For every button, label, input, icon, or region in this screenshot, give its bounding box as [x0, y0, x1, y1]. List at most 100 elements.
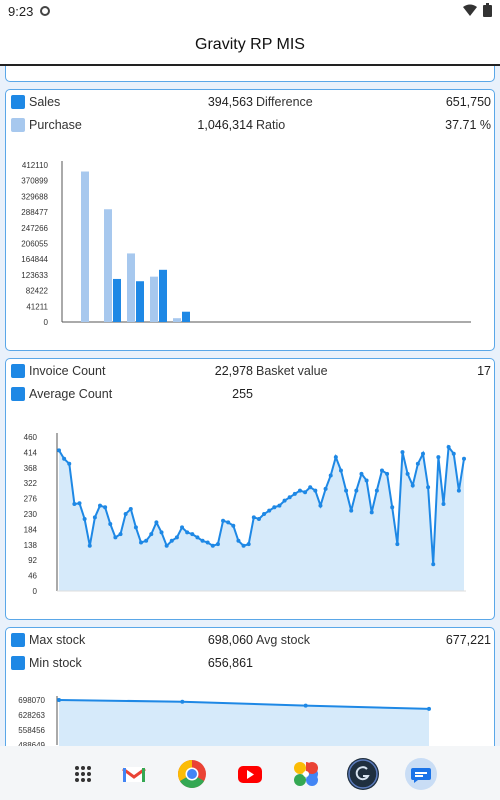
data-point	[154, 520, 159, 525]
data-point	[272, 505, 277, 510]
data-point	[379, 468, 384, 473]
purchase-bar	[127, 253, 135, 322]
wifi-icon	[463, 4, 477, 16]
data-point	[103, 505, 108, 510]
sales-label: Sales	[29, 95, 61, 109]
data-point	[308, 485, 313, 490]
difference-label: Difference	[256, 95, 313, 109]
data-point	[113, 535, 118, 540]
stat-row-sales: Sales 394,563 Difference 651,750	[11, 93, 491, 113]
data-point	[390, 505, 395, 510]
invoice-count-legend-swatch	[11, 364, 25, 378]
y-tick-label: 558456	[18, 726, 45, 735]
stock-series-area	[59, 700, 429, 746]
data-point	[369, 510, 374, 515]
data-point	[282, 498, 287, 503]
data-point	[415, 461, 420, 466]
data-point	[405, 471, 410, 476]
sales-value: 394,563	[207, 95, 253, 109]
avg-stock-label: Avg stock	[256, 633, 310, 647]
y-tick-label: 488649	[18, 741, 45, 746]
app-title: Gravity RP MIS	[195, 36, 305, 53]
purchase-bar	[81, 171, 89, 322]
data-point	[410, 483, 415, 488]
sales-bar	[136, 281, 144, 322]
data-point	[328, 473, 333, 478]
data-point	[57, 698, 61, 703]
y-tick-label: 247266	[21, 224, 48, 233]
y-tick-label: 92	[28, 556, 37, 565]
sales-bar	[182, 311, 190, 322]
y-tick-label: 322	[24, 479, 38, 488]
data-point	[427, 706, 431, 711]
data-point	[349, 508, 354, 513]
previous-card	[5, 66, 495, 82]
status-icons	[463, 3, 492, 17]
y-tick-label: 138	[24, 541, 38, 550]
data-point	[210, 543, 215, 548]
sales-purchase-card: Sales 394,563 Difference 651,750 Purchas…	[5, 89, 495, 351]
gravity-app-icon[interactable]	[346, 757, 380, 791]
data-point	[118, 532, 123, 537]
data-point	[446, 445, 451, 450]
app-drawer-icon[interactable]	[67, 758, 99, 790]
dashboard-scroll-area[interactable]: Sales 394,563 Difference 651,750 Purchas…	[0, 66, 500, 746]
y-tick-label: 412110	[22, 161, 49, 170]
data-point	[67, 461, 72, 466]
y-tick-label: 184	[24, 525, 38, 534]
youtube-icon[interactable]	[234, 758, 266, 790]
purchase-label: Purchase	[29, 118, 82, 132]
data-point	[133, 525, 138, 530]
data-point	[431, 562, 436, 567]
data-point	[215, 542, 220, 547]
data-point	[139, 540, 144, 545]
chrome-icon[interactable]	[176, 758, 208, 790]
gmail-icon[interactable]	[118, 758, 150, 790]
data-point	[333, 455, 338, 460]
data-point	[72, 501, 77, 506]
data-point	[287, 495, 292, 500]
data-point	[174, 535, 179, 540]
data-point	[323, 486, 328, 491]
messages-icon[interactable]	[404, 757, 438, 791]
y-tick-label: 329688	[21, 192, 48, 201]
data-point	[303, 490, 308, 495]
data-point	[128, 506, 133, 511]
data-point	[149, 532, 154, 537]
data-point	[92, 515, 97, 520]
data-point	[246, 542, 251, 547]
data-point	[236, 538, 241, 543]
data-point	[400, 450, 405, 455]
data-point	[62, 456, 67, 461]
sync-icon	[40, 6, 50, 16]
google-photos-icon[interactable]	[290, 758, 322, 790]
data-point	[195, 535, 200, 540]
y-tick-label: 698070	[18, 696, 45, 705]
purchase-bar	[150, 276, 158, 322]
y-tick-label: 123633	[21, 271, 48, 280]
invoice-card: Invoice Count 22,978 Basket value 17 Ave…	[5, 358, 495, 620]
stat-row-max-stock: Max stock 698,060 Avg stock 677,221	[11, 631, 491, 651]
data-point	[82, 517, 87, 522]
stock-card: Max stock 698,060 Avg stock 677,221 Min …	[5, 627, 495, 746]
data-point	[205, 540, 210, 545]
data-point	[303, 703, 308, 708]
data-point	[200, 538, 205, 543]
status-bar: 9:23	[0, 0, 500, 22]
data-point	[180, 525, 185, 530]
data-point	[262, 512, 267, 516]
max-stock-value: 698,060	[207, 633, 253, 647]
data-point	[364, 478, 369, 483]
min-stock-value: 656,861	[207, 656, 253, 670]
max-stock-label: Max stock	[29, 633, 86, 647]
data-point	[185, 530, 190, 535]
data-point	[251, 515, 256, 520]
sales-purchase-bar-chart: 4121103708993296882884772472662060551648…	[21, 161, 471, 327]
y-tick-label: 82422	[26, 287, 49, 296]
stat-row-average-count: Average Count 255	[11, 385, 491, 405]
data-point	[123, 512, 128, 516]
y-tick-label: 460	[24, 433, 38, 442]
data-point	[221, 518, 226, 523]
data-point	[98, 503, 103, 508]
